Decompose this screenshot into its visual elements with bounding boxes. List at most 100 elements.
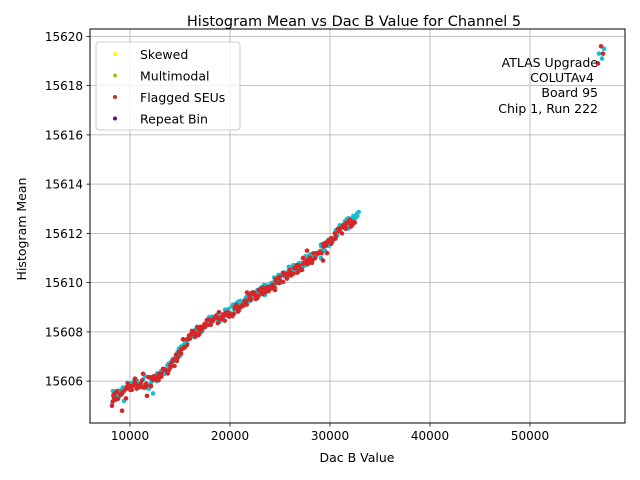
data-point (300, 255, 306, 261)
data-point (288, 270, 294, 276)
data-point (264, 287, 270, 293)
data-point (292, 265, 298, 271)
data-point (109, 403, 115, 409)
y-tick-label: 15616 (45, 128, 83, 142)
data-point (133, 380, 138, 385)
legend-label-skewed: Skewed (140, 47, 188, 62)
legend-label-flagged-seus: Flagged SEUs (140, 90, 225, 105)
annotation-line: Board 95 (541, 85, 598, 100)
data-point (212, 314, 218, 320)
data-point (172, 363, 177, 369)
data-point (119, 408, 125, 413)
y-tick-label: 15608 (45, 325, 83, 339)
data-point (272, 287, 278, 293)
y-tick-label: 15612 (45, 227, 83, 241)
grid (90, 29, 625, 423)
data-point (347, 217, 352, 222)
data-point (228, 312, 234, 317)
data-point (208, 319, 214, 325)
x-tick-label: 10000 (111, 429, 149, 443)
x-axis-ticks: 10000 20000 30000 40000 50000 (111, 423, 549, 443)
data-point (320, 258, 326, 263)
data-point (172, 356, 178, 362)
data-point (280, 270, 286, 276)
data-point (114, 388, 120, 394)
x-axis-label: Dac B Value (319, 450, 394, 465)
data-point (276, 275, 282, 281)
data-point (111, 393, 117, 399)
y-tick-label: 15610 (45, 276, 83, 290)
plot-frame (89, 28, 626, 424)
data-point (138, 381, 143, 386)
data-point (196, 327, 202, 332)
data-point (296, 263, 302, 268)
data-point (139, 378, 145, 383)
data-point (216, 309, 222, 315)
data-point (192, 330, 198, 336)
y-tick-label: 15606 (45, 375, 83, 389)
annotation-line: ATLAS Upgrade (502, 55, 599, 70)
data-point (284, 276, 290, 281)
data-point (268, 285, 274, 290)
data-point (336, 228, 342, 234)
y-tick-label: 15620 (45, 30, 83, 44)
y-axis-ticks: 15606 15608 15610 15612 15614 15616 15618 15620 (45, 30, 90, 389)
data-point (344, 221, 350, 226)
data-point (140, 371, 146, 377)
legend-box (95, 41, 241, 131)
chart-title: Histogram Mean vs Dac B Value for Channe… (187, 14, 521, 30)
data-point (598, 43, 604, 49)
y-tick-label: 15614 (45, 178, 83, 192)
data-point (244, 290, 250, 295)
data-point (240, 302, 246, 308)
y-axis-label: Histogram Mean (14, 178, 29, 281)
annotation-line: COLUTAv4 (530, 70, 594, 85)
data-point (192, 334, 198, 340)
data-point (152, 376, 158, 381)
data-point (599, 56, 605, 61)
data-point (312, 255, 318, 261)
data-point (299, 267, 305, 272)
legend-marker-repeat-bin (113, 116, 117, 121)
data-point (348, 223, 354, 229)
data-point (232, 304, 238, 310)
data-point (150, 391, 156, 396)
data-point (595, 61, 601, 66)
data-point (148, 383, 154, 389)
data-point (339, 231, 345, 236)
data-point (352, 220, 358, 225)
data-point (115, 396, 121, 402)
data-point (308, 258, 314, 263)
data-point (244, 302, 250, 307)
data-point (160, 366, 166, 372)
data-point (328, 236, 334, 241)
data-point (125, 381, 131, 386)
y-tick-label: 15618 (45, 79, 83, 93)
data-point (204, 322, 210, 327)
data-point (316, 250, 322, 256)
legend-marker-multimodal (113, 73, 117, 78)
data-point (176, 349, 182, 354)
data-point (304, 248, 310, 253)
legend-marker-flagged-seus (113, 95, 117, 99)
data-point (222, 318, 228, 323)
data-point (600, 51, 606, 56)
data-point (333, 236, 338, 241)
data-point (220, 312, 226, 317)
annotation-line: Chip 1, Run 222 (498, 101, 598, 116)
data-point (260, 285, 266, 290)
x-tick-label: 40000 (411, 429, 449, 443)
data-point (244, 298, 249, 303)
data-point (168, 364, 174, 369)
data-point (144, 383, 149, 388)
x-tick-label: 30000 (311, 429, 349, 443)
data-point (215, 321, 221, 326)
data-point (324, 250, 330, 256)
data-point (280, 279, 286, 285)
data-point (252, 292, 258, 298)
data-point (164, 368, 170, 374)
data-points (109, 43, 607, 413)
data-point (236, 304, 242, 310)
legend-marker-skewed (113, 52, 117, 56)
